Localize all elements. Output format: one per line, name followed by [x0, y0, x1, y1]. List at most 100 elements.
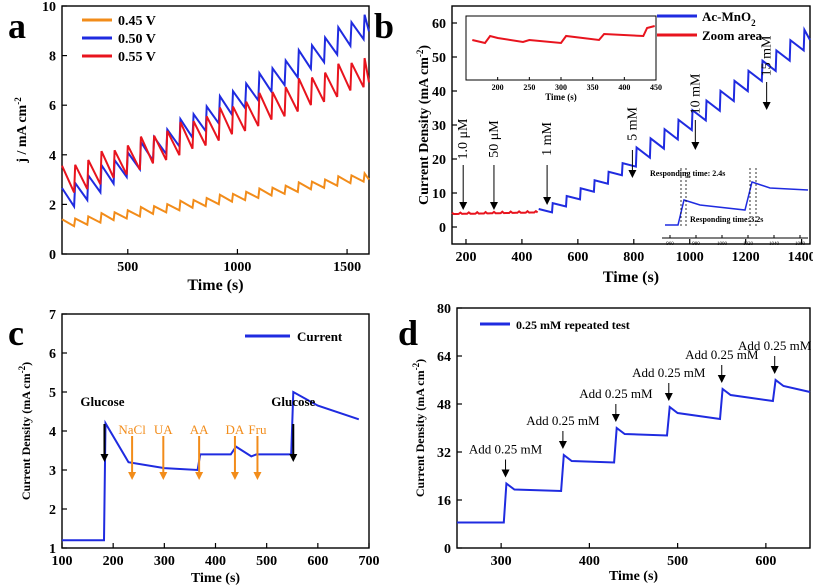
chart-panel-d: 300 400 500 600 0 16 32 48 64 80 Time (s) Current D… — [411, 302, 812, 584]
annotation-arrow-head — [230, 472, 239, 480]
y-tick-label: 40 — [432, 85, 446, 100]
x-axis-label: Time (s) — [191, 571, 240, 586]
y-tick-label: 2 — [49, 503, 56, 518]
panel-letter-a: a — [8, 6, 26, 46]
annotation-arrow-head — [691, 142, 700, 150]
y-tick-label: 4 — [49, 149, 56, 164]
x-tick-label: 200 — [103, 554, 124, 569]
y-tick-label: 5 — [49, 386, 56, 401]
x-tick-label: 400 — [579, 554, 600, 569]
annotation-arrow-head — [128, 472, 137, 480]
series-line-045V — [61, 170, 370, 228]
legend-label: 0.25 mM repeated test — [516, 318, 630, 332]
y-tick-label: 4 — [49, 425, 56, 440]
y-tick-label: 20 — [432, 153, 446, 168]
chart-panel-b: 200 400 600 800 1000 1200 14000102030405060Tim… — [415, 5, 813, 286]
y-axis-label-sup: -2 — [411, 362, 421, 370]
annotation-arrow-head — [628, 170, 637, 178]
series-line-050V — [61, 14, 370, 210]
event-label: Fru — [248, 422, 267, 437]
plot-frame — [456, 307, 811, 549]
y-tick-label: 0 — [439, 221, 446, 236]
x-tick-label: 1400 — [788, 250, 813, 265]
annotation-arrow-head — [611, 414, 620, 422]
y-tick-label: 64 — [437, 350, 451, 365]
annotation-arrow-head — [543, 197, 552, 205]
x-tick-label: 800 — [623, 250, 644, 265]
series-line-current — [62, 390, 360, 542]
annotation-arrow-head — [100, 454, 109, 462]
inset-x-tick-label: 250 — [523, 83, 535, 92]
legend-label-sub: 2 — [751, 18, 756, 28]
x-axis-label: Time (s) — [603, 269, 659, 286]
x-axis-label: Time (s) — [187, 277, 243, 294]
concentration-label: 5 mM — [625, 107, 640, 141]
annotation-arrow-head — [717, 375, 726, 383]
x-tick-label: 300 — [154, 554, 175, 569]
concentration-label: 1 mM — [540, 122, 555, 156]
annotation-arrow-head — [664, 393, 673, 401]
inset-response-tick-label: 1060 — [795, 242, 806, 247]
y-axis-label: j / mA cm-2 — [13, 97, 30, 164]
inset-zoom-line — [472, 25, 655, 45]
annotation-arrow-head — [501, 469, 510, 478]
chart-panel-c: 100 200 300 400 500 600 700 1 2 3 4 5 6 7 Time (s) Curr… — [17, 308, 380, 586]
series-line-zoom-area — [451, 209, 539, 215]
y-tick-label: 50 — [432, 51, 446, 66]
x-tick-label: 1500 — [333, 260, 361, 275]
y-tick-label: 60 — [432, 17, 446, 32]
y-tick-label: 8 — [49, 50, 56, 65]
y-tick-label: 48 — [437, 398, 451, 413]
x-tick-label: 200 — [455, 250, 476, 265]
annotation-arrow-head — [289, 454, 298, 462]
series-line-repeated-test — [457, 378, 811, 524]
y-axis-label: Current Density (mA cm-2) — [17, 362, 33, 500]
chart-panel-a: 500 1000 1500 0 2 4 6 8 10 Time (s) j / mA cm-2 0.4… — [13, 0, 370, 294]
y-tick-label: 7 — [49, 308, 56, 323]
annotation-label: Add 0.25 mM — [738, 338, 812, 353]
panel-letter-d: d — [398, 313, 418, 353]
inset-response-label: Responding time:3.2s — [690, 215, 763, 224]
panel-letter-c: c — [8, 313, 24, 353]
event-label: Glucose — [271, 394, 315, 409]
x-tick-label: 1200 — [732, 250, 760, 265]
annotation-arrow-head — [195, 472, 204, 480]
inset-response-label: Responding time: 2.4s — [650, 169, 725, 178]
inset-x-axis-label: Time (s) — [545, 92, 577, 102]
legend-label: 0.45 V — [118, 14, 156, 29]
y-tick-label: 10 — [432, 187, 446, 202]
y-tick-label: 3 — [49, 464, 56, 479]
y-tick-label: 30 — [432, 119, 446, 134]
series-line-ac-mno2 — [538, 26, 811, 214]
legend-label: 0.55 V — [118, 50, 156, 65]
concentration-label: 15 mM — [760, 35, 775, 76]
y-tick-label: 6 — [49, 99, 56, 114]
legend-label: Current — [297, 329, 343, 344]
inset-x-tick-label: 400 — [618, 83, 630, 92]
y-axis-label: Current Density (mA cm-2) — [411, 359, 427, 497]
inset-response-tick-label: 980 — [692, 242, 700, 247]
x-tick-label: 600 — [755, 554, 776, 569]
x-tick-label: 500 — [667, 554, 688, 569]
annotation-arrow-head — [159, 472, 168, 480]
event-label: DA — [226, 422, 245, 437]
series-line-055V — [61, 57, 370, 193]
x-tick-label: 1000 — [676, 250, 704, 265]
y-axis-label-sup: -2 — [415, 49, 425, 57]
x-axis-label: Time (s) — [609, 569, 658, 584]
inset-x-tick-label: 350 — [587, 83, 599, 92]
plot-frame — [61, 5, 370, 255]
annotation-arrow-head — [253, 472, 262, 480]
inset-response-tick-label: 1000 — [717, 242, 728, 247]
inset-response-tick-label: 960 — [666, 242, 674, 247]
x-tick-label: 400 — [205, 554, 226, 569]
event-label: Glucose — [80, 394, 124, 409]
concentration-label: 50 μM — [487, 120, 502, 158]
annotation-arrow-head — [489, 202, 498, 210]
y-tick-label: 0 — [49, 248, 56, 263]
y-axis-label-sup: -2 — [17, 365, 27, 373]
inset-zoom-frame — [465, 15, 657, 81]
y-tick-label: 80 — [437, 302, 451, 317]
annotation-label: Add 0.25 mM — [469, 442, 543, 457]
